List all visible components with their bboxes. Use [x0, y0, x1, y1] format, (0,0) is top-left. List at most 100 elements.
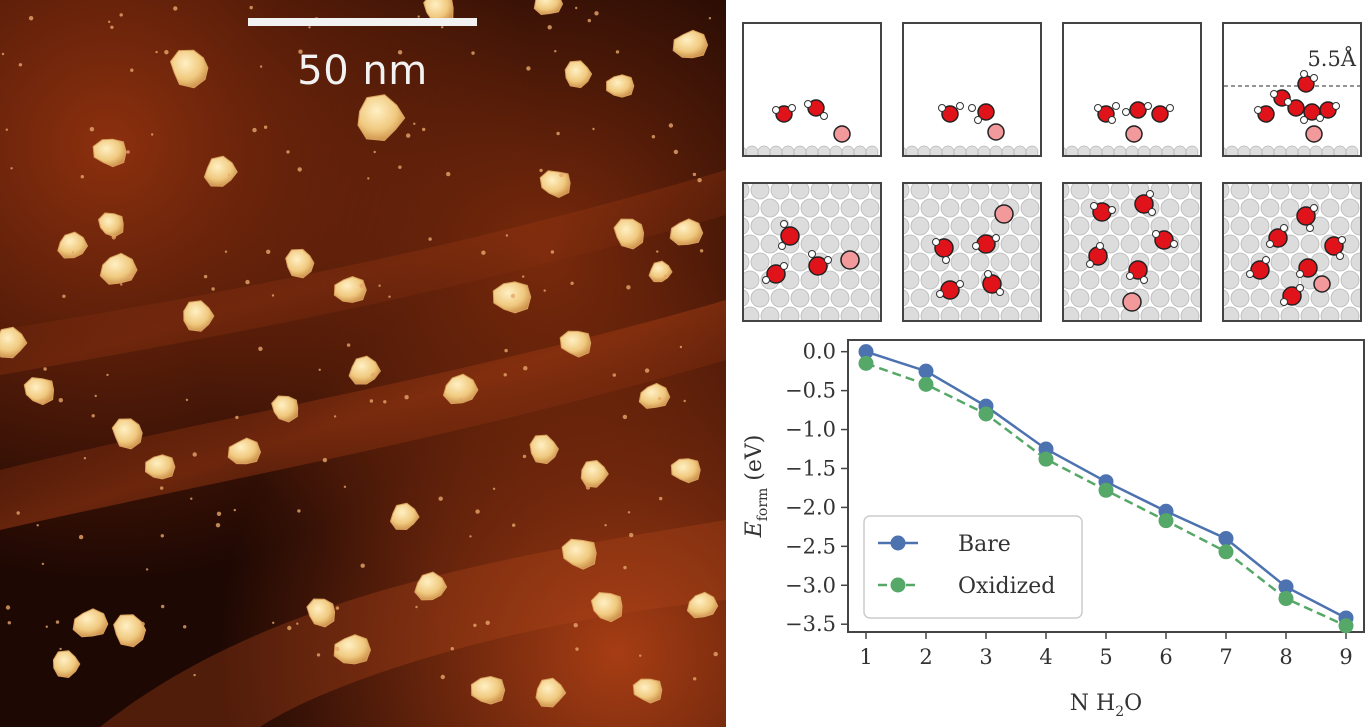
- substrate-atom: [744, 217, 750, 235]
- adsorbate-dot: [575, 647, 579, 651]
- y-tick-label: −2.5: [785, 534, 836, 558]
- adsorbate-dot: [145, 568, 149, 571]
- adsorbate-dot: [475, 509, 480, 514]
- adsorbate-dot: [120, 283, 123, 286]
- x-tick-label: 3: [979, 645, 992, 669]
- legend-label: Oxidized: [958, 574, 1055, 599]
- substrate-atom: [1350, 184, 1360, 200]
- substrate-atom: [1170, 184, 1190, 200]
- adsorbate-dot: [173, 6, 178, 11]
- adsorbate-dot: [271, 294, 275, 297]
- adsorbate-dot: [383, 400, 387, 404]
- substrate-atom: [850, 288, 870, 308]
- nanoparticle: [92, 138, 127, 168]
- water-cluster-top-4: [1224, 184, 1360, 320]
- series-layer: [858, 344, 1354, 634]
- adsorbate-dot: [629, 532, 634, 538]
- adsorbate-dot: [644, 368, 650, 373]
- substrate-atom: [980, 306, 1000, 320]
- nanoparticle: [390, 502, 420, 530]
- adsorbate-dot: [192, 452, 197, 457]
- substrate-atom: [820, 270, 840, 290]
- top-view-snapshot-4: [1222, 182, 1362, 322]
- adsorbate-dot: [7, 621, 11, 625]
- data-point-oxidized: [918, 376, 934, 392]
- adsorbate-dot: [679, 345, 683, 349]
- water-cluster-side-3: [1064, 101, 1199, 155]
- substrate-atom: [1064, 306, 1080, 320]
- substrate-atom: [940, 198, 960, 218]
- nanoparticle: [539, 170, 571, 198]
- substrate-atom: [1224, 306, 1240, 320]
- substrate-atom: [830, 216, 850, 236]
- substrate-atom: [770, 288, 790, 308]
- substrate-atom: [840, 270, 860, 290]
- substrate-atom: [1130, 216, 1150, 236]
- adsorbate-dot: [111, 235, 117, 240]
- substrate-atom: [904, 289, 910, 307]
- adsorbate-dot: [183, 625, 187, 629]
- substrate-atom: [1064, 289, 1070, 307]
- x-axis-ticks: 1 2 3 4 5 6 7 8 9: [859, 632, 1353, 669]
- adsorbate-dot: [693, 677, 697, 681]
- substrate-atom: [790, 288, 810, 308]
- substrate-atom: [1250, 184, 1270, 200]
- nanoparticle: [443, 373, 479, 405]
- adsorbate-dot: [140, 621, 145, 627]
- afm-image: 50 nm: [0, 0, 726, 727]
- substrate-atom: [940, 306, 960, 320]
- substrate-atom: [1110, 184, 1130, 200]
- adsorbate-dot: [446, 171, 451, 177]
- adsorbate-dot: [28, 16, 34, 21]
- y-tick-label: −1.5: [785, 456, 836, 480]
- substrate-atom: [1340, 198, 1360, 218]
- simulation-panels: 5.5Å: [726, 0, 1370, 727]
- nanoparticle: [357, 94, 406, 141]
- adsorbate-dot: [155, 50, 158, 54]
- adsorbate-dot: [573, 623, 578, 628]
- substrate-atom: [860, 306, 880, 320]
- y-tick-label: −3.0: [785, 573, 836, 597]
- substrate-atom: [830, 288, 850, 308]
- substrate-atom: [1350, 216, 1360, 236]
- adsorbate-dot: [160, 534, 164, 538]
- adsorbate-dot: [215, 523, 221, 528]
- side-view-snapshot-2: [902, 22, 1042, 157]
- nanoparticle: [533, 0, 563, 15]
- data-point-oxidized: [1158, 513, 1174, 529]
- adsorbate-dot: [587, 18, 591, 23]
- substrate-atom: [1250, 216, 1270, 236]
- adsorbate-dot: [235, 415, 239, 420]
- substrate-atom: [910, 288, 930, 308]
- adsorbate-dot: [10, 167, 13, 170]
- y-tick-label: −3.5: [785, 612, 836, 636]
- y-tick-label: −0.5: [785, 379, 836, 403]
- substrate-atom: [1190, 252, 1200, 272]
- substrate-atom: [904, 184, 910, 199]
- nanoparticles: [0, 0, 719, 708]
- substrate-atom: [744, 234, 760, 254]
- data-point-oxidized: [1218, 544, 1234, 560]
- adsorbate-dot: [651, 135, 656, 139]
- y-tick-label: 0.0: [803, 340, 836, 364]
- adsorbate-dot: [504, 348, 508, 353]
- adsorbate-dot: [668, 123, 674, 128]
- side-view-snapshot-4: 5.5Å: [1222, 22, 1362, 157]
- scale-bar-label: 50 nm: [297, 48, 428, 94]
- substrate-atom: [1190, 184, 1200, 200]
- substrate-atom: [750, 216, 770, 236]
- adsorbate-dot: [343, 485, 347, 488]
- adsorbate-dot: [547, 25, 552, 30]
- substrate-atom: [860, 270, 880, 290]
- substrate-atom: [760, 198, 780, 218]
- adsorbate-dot: [713, 651, 718, 657]
- adsorbate-dot: [622, 414, 628, 420]
- substrate-atom: [1240, 306, 1260, 320]
- nanoparticle: [98, 212, 124, 238]
- y-axis-ticks: 0.0 −0.5 −1.0 −1.5 −2.0 −2.5 −3.0 −3.5: [785, 340, 848, 636]
- adsorbate-dot: [575, 6, 578, 10]
- adsorbate-dot: [406, 133, 411, 138]
- substrate-atom: [990, 252, 1010, 272]
- legend-label: Bare: [958, 532, 1011, 557]
- substrate-atom: [1000, 306, 1020, 320]
